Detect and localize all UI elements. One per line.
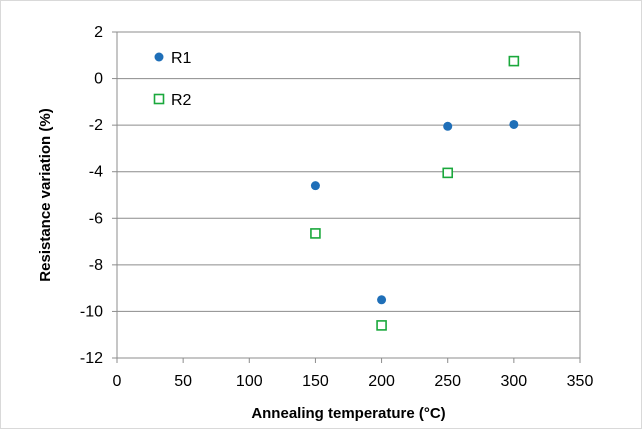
point-r2 <box>442 167 454 179</box>
point-r1 <box>310 181 320 191</box>
x-tick-label: 200 <box>368 373 395 390</box>
x-tick-label: 150 <box>302 373 329 390</box>
x-tick-label: 250 <box>434 373 461 390</box>
y-tick-label: 2 <box>94 24 103 41</box>
legend-label-r2: R2 <box>171 92 192 109</box>
point-r2 <box>508 55 520 67</box>
y-tick-label: -10 <box>80 303 103 320</box>
legend-label-r1: R1 <box>171 50 192 67</box>
y-tick-label: -12 <box>80 350 103 367</box>
point-r1 <box>443 121 453 131</box>
x-tick-labels: 0 50 100 150 200 250 300 350 <box>113 373 594 390</box>
point-r2 <box>310 228 321 239</box>
x-axis-title: Annealing temperature (°C) <box>251 405 445 422</box>
point-r2 <box>376 320 387 331</box>
x-tick-label: 300 <box>501 373 528 390</box>
y-tick-label: 0 <box>94 71 103 88</box>
y-axis-title: Resistance variation (%) <box>37 108 54 281</box>
y-tick-label: -2 <box>89 117 103 134</box>
point-r1 <box>509 119 519 129</box>
y-tick-labels: -12 -10 -8 -6 -4 -2 0 2 <box>80 24 103 367</box>
x-tick-label: 350 <box>567 373 594 390</box>
legend: R1 R2 <box>153 50 192 109</box>
y-tick-label: -8 <box>89 257 103 274</box>
x-tick-label: 0 <box>113 373 122 390</box>
x-tick-label: 100 <box>236 373 263 390</box>
axes <box>112 31 581 363</box>
y-tick-label: -6 <box>89 210 103 227</box>
legend-marker-r1 <box>154 52 164 62</box>
legend-marker-r2 <box>153 93 165 105</box>
grid-lines <box>117 31 581 358</box>
x-tick-label: 50 <box>174 373 192 390</box>
point-r1 <box>377 295 387 305</box>
y-tick-label: -4 <box>89 164 103 181</box>
data-points <box>310 55 520 331</box>
